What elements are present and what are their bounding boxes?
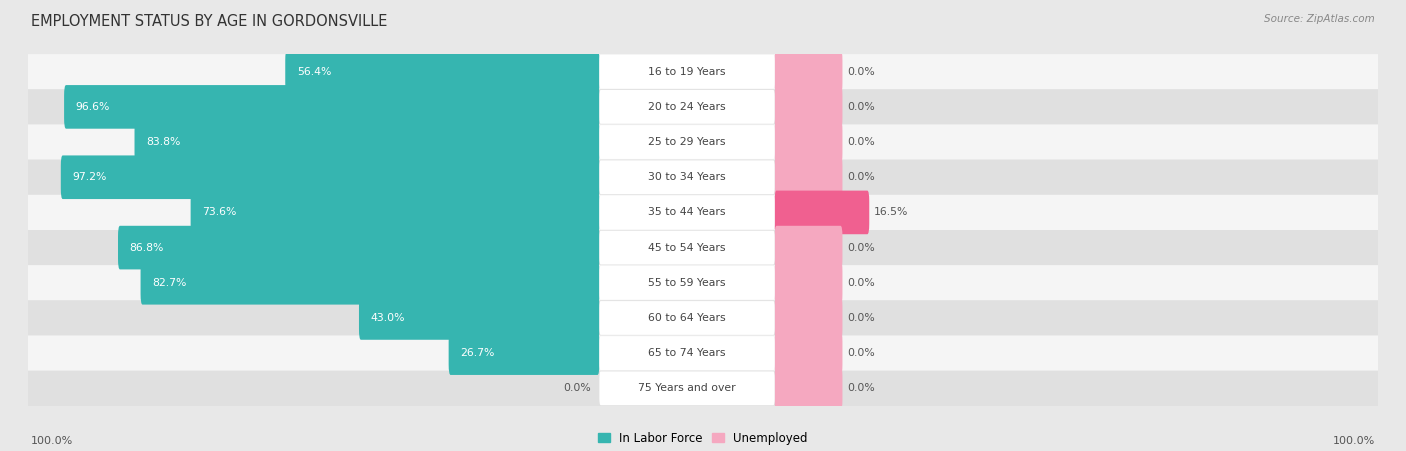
FancyBboxPatch shape bbox=[28, 265, 1406, 300]
Text: 16.5%: 16.5% bbox=[873, 207, 908, 217]
FancyBboxPatch shape bbox=[599, 372, 775, 405]
Text: 100.0%: 100.0% bbox=[1333, 437, 1375, 446]
FancyBboxPatch shape bbox=[775, 85, 842, 129]
Text: 97.2%: 97.2% bbox=[72, 172, 107, 182]
Text: 0.0%: 0.0% bbox=[846, 313, 875, 323]
FancyBboxPatch shape bbox=[775, 191, 869, 234]
Text: Source: ZipAtlas.com: Source: ZipAtlas.com bbox=[1264, 14, 1375, 23]
Text: 65 to 74 Years: 65 to 74 Years bbox=[648, 348, 725, 358]
Text: 35 to 44 Years: 35 to 44 Years bbox=[648, 207, 725, 217]
FancyBboxPatch shape bbox=[599, 55, 775, 88]
FancyBboxPatch shape bbox=[599, 90, 775, 124]
Text: 0.0%: 0.0% bbox=[846, 243, 875, 253]
Text: 82.7%: 82.7% bbox=[152, 278, 187, 288]
FancyBboxPatch shape bbox=[775, 156, 842, 199]
Text: 56.4%: 56.4% bbox=[297, 67, 332, 77]
Text: 0.0%: 0.0% bbox=[846, 348, 875, 358]
FancyBboxPatch shape bbox=[599, 196, 775, 229]
FancyBboxPatch shape bbox=[775, 50, 842, 93]
Text: 100.0%: 100.0% bbox=[31, 437, 73, 446]
Text: 0.0%: 0.0% bbox=[846, 102, 875, 112]
FancyBboxPatch shape bbox=[775, 367, 842, 410]
FancyBboxPatch shape bbox=[28, 124, 1406, 160]
Legend: In Labor Force, Unemployed: In Labor Force, Unemployed bbox=[593, 427, 813, 449]
FancyBboxPatch shape bbox=[191, 191, 599, 234]
FancyBboxPatch shape bbox=[775, 296, 842, 340]
Text: 0.0%: 0.0% bbox=[846, 172, 875, 182]
FancyBboxPatch shape bbox=[599, 125, 775, 159]
Text: 25 to 29 Years: 25 to 29 Years bbox=[648, 137, 725, 147]
Text: 0.0%: 0.0% bbox=[846, 278, 875, 288]
Text: 73.6%: 73.6% bbox=[202, 207, 236, 217]
Text: 75 Years and over: 75 Years and over bbox=[638, 383, 735, 393]
FancyBboxPatch shape bbox=[775, 331, 842, 375]
Text: 55 to 59 Years: 55 to 59 Years bbox=[648, 278, 725, 288]
FancyBboxPatch shape bbox=[449, 331, 599, 375]
FancyBboxPatch shape bbox=[775, 120, 842, 164]
FancyBboxPatch shape bbox=[135, 120, 599, 164]
FancyBboxPatch shape bbox=[775, 226, 842, 269]
FancyBboxPatch shape bbox=[28, 89, 1406, 124]
Text: 45 to 54 Years: 45 to 54 Years bbox=[648, 243, 725, 253]
Text: 83.8%: 83.8% bbox=[146, 137, 180, 147]
Text: 16 to 19 Years: 16 to 19 Years bbox=[648, 67, 725, 77]
Text: 60 to 64 Years: 60 to 64 Years bbox=[648, 313, 725, 323]
FancyBboxPatch shape bbox=[28, 54, 1406, 89]
Text: 0.0%: 0.0% bbox=[846, 383, 875, 393]
FancyBboxPatch shape bbox=[65, 85, 599, 129]
FancyBboxPatch shape bbox=[599, 266, 775, 299]
Text: 0.0%: 0.0% bbox=[564, 383, 591, 393]
Text: 0.0%: 0.0% bbox=[846, 137, 875, 147]
FancyBboxPatch shape bbox=[285, 50, 599, 93]
FancyBboxPatch shape bbox=[60, 156, 599, 199]
FancyBboxPatch shape bbox=[599, 161, 775, 194]
FancyBboxPatch shape bbox=[141, 261, 599, 304]
Text: 30 to 34 Years: 30 to 34 Years bbox=[648, 172, 725, 182]
FancyBboxPatch shape bbox=[359, 296, 599, 340]
Text: 26.7%: 26.7% bbox=[460, 348, 495, 358]
FancyBboxPatch shape bbox=[599, 336, 775, 370]
FancyBboxPatch shape bbox=[28, 160, 1406, 195]
FancyBboxPatch shape bbox=[599, 301, 775, 335]
FancyBboxPatch shape bbox=[28, 336, 1406, 371]
FancyBboxPatch shape bbox=[28, 230, 1406, 265]
FancyBboxPatch shape bbox=[28, 300, 1406, 336]
Text: 43.0%: 43.0% bbox=[371, 313, 405, 323]
Text: 20 to 24 Years: 20 to 24 Years bbox=[648, 102, 725, 112]
FancyBboxPatch shape bbox=[28, 371, 1406, 406]
FancyBboxPatch shape bbox=[775, 261, 842, 304]
FancyBboxPatch shape bbox=[599, 231, 775, 264]
FancyBboxPatch shape bbox=[118, 226, 599, 269]
FancyBboxPatch shape bbox=[28, 195, 1406, 230]
Text: 86.8%: 86.8% bbox=[129, 243, 165, 253]
Text: 96.6%: 96.6% bbox=[76, 102, 110, 112]
Text: EMPLOYMENT STATUS BY AGE IN GORDONSVILLE: EMPLOYMENT STATUS BY AGE IN GORDONSVILLE bbox=[31, 14, 387, 28]
Text: 0.0%: 0.0% bbox=[846, 67, 875, 77]
